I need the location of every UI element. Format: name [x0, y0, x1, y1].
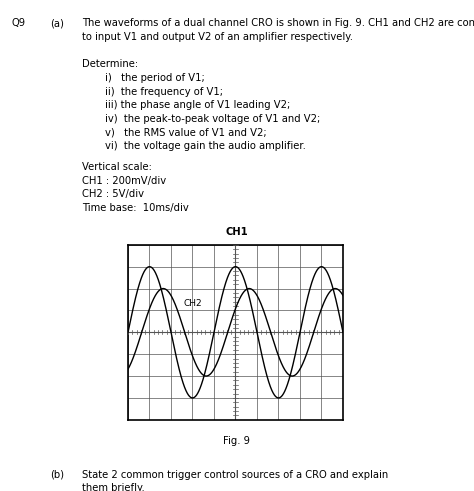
- Text: iv)  the peak-to-peak voltage of V1 and V2;: iv) the peak-to-peak voltage of V1 and V…: [105, 114, 320, 124]
- Text: Q9: Q9: [12, 18, 26, 28]
- Text: ii)  the frequency of V1;: ii) the frequency of V1;: [105, 87, 223, 97]
- Text: i)   the period of V1;: i) the period of V1;: [105, 73, 205, 83]
- Text: to input V1 and output V2 of an amplifier respectively.: to input V1 and output V2 of an amplifie…: [82, 31, 353, 42]
- Text: CH1: CH1: [226, 227, 248, 237]
- Text: (a): (a): [50, 18, 64, 28]
- Text: (b): (b): [50, 470, 64, 480]
- Text: vi)  the voltage gain the audio amplifier.: vi) the voltage gain the audio amplifier…: [105, 141, 306, 151]
- Text: Fig. 9: Fig. 9: [224, 436, 250, 446]
- Text: Determine:: Determine:: [82, 58, 138, 69]
- Text: v)   the RMS value of V1 and V2;: v) the RMS value of V1 and V2;: [105, 127, 266, 137]
- Text: them briefly.: them briefly.: [82, 483, 145, 491]
- Text: CH1 : 200mV/div: CH1 : 200mV/div: [82, 176, 166, 186]
- Text: Time base:  10ms/div: Time base: 10ms/div: [82, 203, 189, 213]
- Text: Vertical scale:: Vertical scale:: [82, 163, 152, 172]
- Text: CH2: CH2: [184, 299, 202, 308]
- Text: State 2 common trigger control sources of a CRO and explain: State 2 common trigger control sources o…: [82, 470, 388, 480]
- Text: CH2 : 5V/div: CH2 : 5V/div: [82, 190, 144, 199]
- Text: iii) the phase angle of V1 leading V2;: iii) the phase angle of V1 leading V2;: [105, 100, 290, 110]
- Text: The waveforms of a dual channel CRO is shown in Fig. 9. CH1 and CH2 are connecte: The waveforms of a dual channel CRO is s…: [82, 18, 474, 28]
